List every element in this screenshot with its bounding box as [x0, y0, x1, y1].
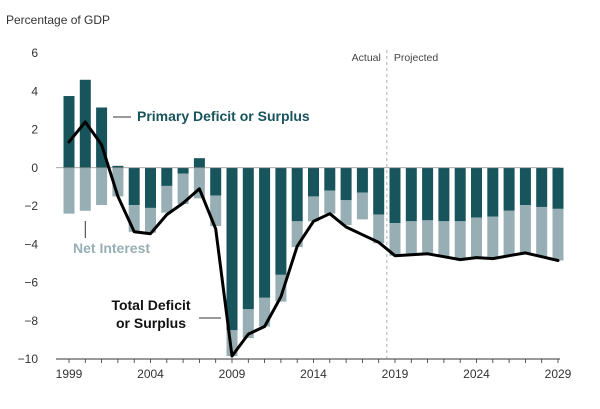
primary-bar [438, 167, 450, 222]
total-annotation-line1: Total Deficit [111, 297, 190, 313]
net-interest-bar [145, 207, 156, 233]
net-interest-bar [259, 297, 271, 327]
primary-bar [373, 167, 385, 215]
net-interest-bar [422, 220, 434, 255]
total-line-path [67, 120, 560, 358]
primary-bar [210, 167, 222, 196]
primary-bar [422, 167, 434, 221]
net-interest-bar [128, 205, 140, 232]
y-tick-label: −6 [24, 276, 38, 290]
primary-bar [308, 167, 319, 197]
y-tick-label: −8 [24, 314, 38, 328]
primary-bar [487, 167, 499, 217]
primary-bar [161, 167, 173, 186]
label-projected: Projected [394, 52, 439, 64]
primary-bar [275, 167, 287, 275]
net-interest-bar [552, 208, 564, 261]
net-interest-bar [389, 223, 401, 256]
y-tick-label: 6 [31, 46, 38, 60]
total-annotation-line2: or Surplus [116, 315, 186, 331]
net-interest-annotation: Net Interest [73, 240, 150, 256]
primary-bar [193, 158, 205, 168]
y-ticks: 6 4 2 0 −2 −4 −6 −8 −10 [18, 46, 39, 366]
x-ticks: 1999 2004 2009 2014 2019 2024 2029 [56, 359, 572, 381]
primary-bar [389, 167, 401, 224]
primary-bar [242, 167, 254, 310]
primary-bar [454, 167, 466, 222]
label-actual: Actual [352, 52, 381, 64]
primary-annotation: Primary Deficit or Surplus [137, 108, 310, 124]
net-interest-bar [438, 221, 450, 257]
net-interest-bar [373, 214, 385, 244]
x-tick-label: 2024 [463, 367, 490, 381]
net-interest-bar [536, 206, 548, 257]
primary-bar [519, 167, 531, 206]
y-axis-title: Percentage of GDP [6, 13, 110, 27]
primary-bar [259, 167, 271, 298]
primary-bar [291, 167, 303, 222]
x-tick-label: 2019 [382, 367, 409, 381]
net-interest-bar [96, 167, 108, 206]
y-tick-label: 4 [31, 84, 38, 98]
primary-bar [536, 167, 548, 207]
bars [63, 79, 564, 357]
net-interest-bar [242, 309, 254, 338]
net-interest-bar [79, 167, 91, 211]
net-interest-bar [275, 274, 287, 302]
net-interest-bar [340, 200, 352, 226]
net-interest-bar [324, 190, 336, 214]
primary-bar [324, 167, 336, 191]
primary-bar [226, 167, 238, 331]
net-interest-bar [210, 195, 222, 227]
x-tick-label: 2029 [545, 367, 572, 381]
net-interest-bar [519, 205, 531, 253]
primary-bar [340, 167, 352, 201]
y-tick-label: −10 [18, 352, 39, 366]
net-interest-bar [161, 185, 173, 213]
y-tick-label: 0 [31, 161, 38, 175]
y-tick-label: 2 [31, 123, 38, 137]
x-tick-label: 2004 [137, 367, 164, 381]
net-interest-bar [471, 217, 482, 258]
net-interest-bar [356, 192, 368, 220]
net-interest-bar [405, 221, 417, 254]
primary-bar [177, 167, 189, 174]
primary-bar [63, 96, 75, 168]
primary-bar [96, 107, 108, 168]
primary-bar [503, 167, 515, 211]
net-interest-bar [63, 167, 75, 214]
y-tick-label: −4 [24, 237, 38, 251]
primary-bar [405, 167, 417, 222]
net-interest-bar [177, 173, 189, 205]
primary-bar [356, 167, 368, 193]
x-tick-label: 2009 [219, 367, 246, 381]
net-interest-bar [112, 167, 124, 197]
y-tick-label: −2 [24, 199, 38, 213]
net-interest-bar [487, 216, 499, 259]
x-tick-label: 1999 [56, 367, 83, 381]
primary-bar [471, 167, 482, 218]
net-interest-bar [193, 167, 205, 199]
net-interest-bar [226, 330, 238, 357]
total-deficit-line [67, 120, 560, 358]
primary-bar [128, 167, 140, 206]
x-tick-label: 2014 [300, 367, 327, 381]
primary-bar [145, 167, 156, 208]
net-interest-bar [503, 210, 515, 256]
primary-bar [552, 167, 564, 209]
net-interest-bar [308, 196, 319, 222]
primary-bar [112, 165, 124, 168]
net-interest-bar [291, 221, 303, 248]
net-interest-bar [454, 221, 466, 260]
